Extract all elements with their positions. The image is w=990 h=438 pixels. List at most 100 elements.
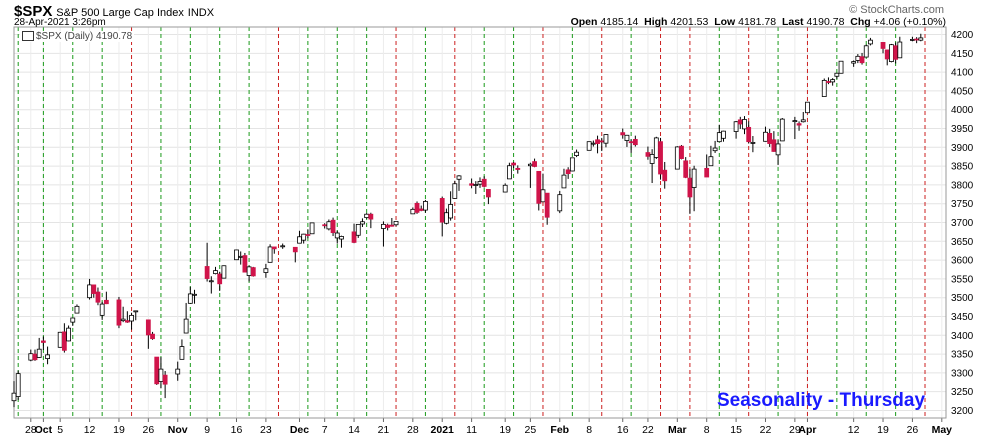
candle-body <box>687 177 693 198</box>
candle-body <box>15 373 21 397</box>
candle-body <box>234 249 239 261</box>
candle-body <box>154 356 160 385</box>
candle-body <box>851 61 857 64</box>
candle-body <box>910 39 915 41</box>
candle-body <box>179 346 185 360</box>
candle-body <box>36 348 42 358</box>
candle-body <box>40 340 46 343</box>
x-tick-label: Apr <box>798 424 816 436</box>
candle-body <box>221 265 227 279</box>
candle-body <box>884 49 890 60</box>
candle-body <box>91 284 97 294</box>
candle-body <box>737 119 743 125</box>
candle-body <box>150 333 155 340</box>
x-tick-label: 12 <box>848 424 860 436</box>
candle-body <box>414 202 420 213</box>
candle-body <box>250 267 256 277</box>
candle-body <box>590 142 596 145</box>
y-tick-label: 3850 <box>951 162 974 173</box>
x-tick-label: 28 <box>407 424 419 436</box>
candle-body <box>763 131 768 142</box>
candle-body <box>410 208 416 215</box>
candle-body <box>355 223 361 236</box>
candle-body <box>599 140 605 143</box>
y-tick-label: 3650 <box>951 237 974 248</box>
candle-body <box>855 55 861 61</box>
candle-body <box>662 169 668 182</box>
candle-body <box>103 299 109 305</box>
candle-body <box>767 132 773 144</box>
x-tick-label: 19 <box>113 424 125 436</box>
x-tick-label: 14 <box>348 424 360 436</box>
candle-body <box>859 56 865 64</box>
candle-body <box>280 245 286 248</box>
candle-body <box>360 221 365 225</box>
seasonality-annotation: Seasonality - Thursday <box>717 390 926 411</box>
candle-body <box>267 246 273 263</box>
candle-body <box>326 221 332 230</box>
candle-body <box>116 299 122 326</box>
y-tick-label: 3900 <box>951 143 974 154</box>
candle-body <box>477 181 483 185</box>
candle-body <box>145 319 151 336</box>
y-axis-labels: 3200 3250 3300 3350 3400 3450 3500 3550 3600 3650… <box>951 30 974 417</box>
candle-body <box>624 134 630 141</box>
candle-body <box>779 118 785 142</box>
candle-body <box>385 224 391 228</box>
candles <box>11 33 924 408</box>
y-tick-label: 3250 <box>951 387 974 398</box>
candle-body <box>66 327 71 342</box>
candle-body <box>750 142 756 144</box>
y-tick-label: 3750 <box>951 199 974 210</box>
candle-body <box>679 145 684 159</box>
candle-body <box>309 222 315 235</box>
symbol-description: S&P 500 Large Cap Index <box>56 7 184 19</box>
candle-body <box>800 119 806 123</box>
x-tick-label: 5 <box>57 424 63 436</box>
x-tick-label: 11 <box>466 424 477 436</box>
y-tick-label: 3700 <box>951 218 974 229</box>
x-tick-label: 2021 <box>431 424 455 436</box>
candle-body <box>704 167 710 178</box>
candle-body <box>389 224 395 227</box>
candle-body <box>603 134 609 144</box>
exchange: INDX <box>187 7 215 19</box>
x-tick-label: 21 <box>378 424 390 436</box>
candle-body <box>708 156 714 167</box>
candle-body <box>561 174 567 189</box>
candle-body <box>124 320 130 323</box>
x-tick-label: 12 <box>84 424 96 436</box>
candle-body <box>889 44 894 62</box>
candle-body <box>771 139 777 152</box>
open-value: 4185.14 <box>600 16 639 28</box>
candle-body <box>565 169 571 175</box>
candle-body <box>242 255 248 273</box>
brand-credit: © StockCharts.com <box>849 4 944 16</box>
candle-body <box>32 353 38 361</box>
x-tick-label: Dec <box>290 424 309 436</box>
candle-body <box>586 141 592 151</box>
candle-body <box>456 175 462 180</box>
candle-body <box>183 318 189 334</box>
candle-body <box>339 236 344 240</box>
y-tick-label: 3300 <box>951 368 974 379</box>
candle-body <box>821 79 827 97</box>
candle-body <box>364 213 370 219</box>
last-label: Last <box>781 16 804 28</box>
candle-body <box>834 72 840 77</box>
x-tick-label: 8 <box>704 424 710 436</box>
candle-body <box>70 317 76 323</box>
candle-body <box>775 143 781 156</box>
y-tick-label: 3800 <box>951 180 974 191</box>
candle-body <box>830 79 836 83</box>
low-value: 4181.78 <box>738 16 777 28</box>
candle-body <box>532 161 537 167</box>
ohlc-readout: Open 4185.14 High 4201.53 Low 4181.78 La… <box>571 16 946 28</box>
candle-body <box>292 246 298 253</box>
y-tick-label: 3950 <box>951 124 974 135</box>
candle-body <box>863 45 869 58</box>
y-tick-label: 3200 <box>951 406 974 417</box>
x-tick-label: May <box>932 424 953 436</box>
candle-body <box>217 273 223 285</box>
